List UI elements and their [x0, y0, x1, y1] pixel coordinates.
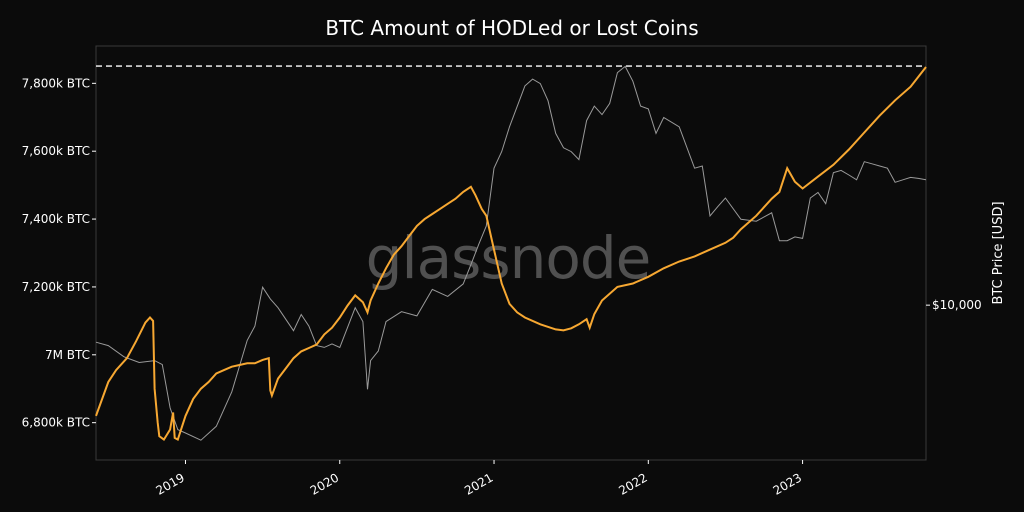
chart-title: BTC Amount of HODLed or Lost Coins: [325, 16, 698, 40]
y-tick-label: 7M BTC: [45, 348, 90, 362]
y-tick-label: 6,800k BTC: [22, 416, 90, 430]
y-axis-left: 6,800k BTC 7M BTC 7,200k BTC 7,400k BTC 7,60…: [22, 76, 96, 430]
y2-axis-label: BTC Price [USD]: [991, 201, 1006, 304]
series-line-btc-price: [95, 65, 927, 441]
plot-frame: [95, 45, 927, 461]
y-tick-label: 7,200k BTC: [22, 280, 90, 294]
watermark: glassnode: [366, 224, 651, 292]
y-axis-right: $10,000: [926, 298, 982, 312]
y-tick-label: 7,400k BTC: [22, 212, 90, 226]
series-line-hodled-lost: [95, 66, 927, 442]
y-tick-label: 7,600k BTC: [22, 144, 90, 158]
y2-tick-label: $10,000: [932, 298, 982, 312]
y-tick-label: 7,800k BTC: [22, 76, 90, 90]
